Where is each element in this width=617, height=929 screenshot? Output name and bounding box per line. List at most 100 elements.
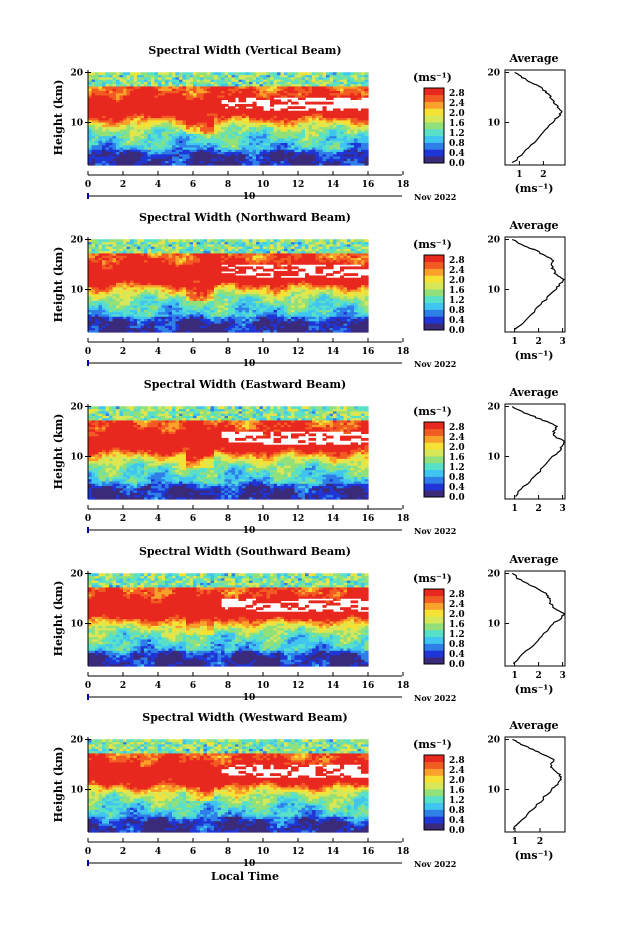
heatmap-cell	[151, 126, 156, 130]
heatmap-cell	[137, 117, 142, 121]
heatmap-cell	[235, 142, 240, 146]
heatmap-cell	[102, 239, 107, 243]
heatmap-cell	[238, 88, 243, 91]
heatmap-cell	[109, 101, 114, 105]
heatmap-cell	[179, 94, 184, 98]
heatmap-cell	[119, 88, 124, 91]
heatmap-cell	[263, 133, 268, 137]
heatmap-cell	[116, 92, 121, 96]
heatmap-cell	[294, 85, 299, 89]
heatmap-cell	[147, 119, 152, 123]
heatmap-cell	[133, 137, 138, 141]
heatmap-cell	[179, 128, 184, 132]
heatmap-cell	[130, 128, 135, 132]
heatmap-cell	[186, 137, 191, 141]
heatmap-cell	[305, 94, 310, 98]
heatmap-cell	[91, 101, 96, 105]
heatmap-cell	[95, 81, 100, 85]
heatmap-cell	[203, 81, 208, 85]
heatmap-cell	[210, 239, 215, 243]
heatmap-cell	[203, 110, 208, 114]
heatmap-cell	[231, 122, 236, 125]
heatmap-cell	[179, 88, 184, 91]
heatmap-cell	[238, 112, 243, 116]
heatmap-cell	[137, 99, 142, 103]
heatmap-cell	[200, 149, 205, 153]
heatmap-cell	[133, 142, 138, 146]
heatmap-cell	[130, 160, 135, 164]
heatmap-cell	[123, 92, 128, 96]
heatmap-cell	[210, 74, 215, 78]
heatmap-cell	[133, 122, 138, 125]
heatmap-cell	[242, 140, 247, 143]
heatmap-cell	[294, 76, 299, 80]
colorbar-tick-label: 2.0	[449, 109, 465, 119]
heatmap-cell	[95, 158, 100, 162]
heatmap-cell	[308, 90, 313, 94]
heatmap-cell	[298, 122, 303, 125]
heatmap-cell	[200, 133, 205, 137]
heatmap-cell	[102, 76, 107, 80]
heatmap-cell	[231, 155, 236, 159]
heatmap-cell	[165, 239, 170, 243]
heatmap-cell	[207, 119, 212, 123]
heatmap-cell	[161, 142, 166, 146]
heatmap-cell	[189, 158, 194, 162]
heatmap-cell	[238, 135, 243, 139]
heatmap-cell	[203, 122, 208, 125]
heatmap-cell	[172, 92, 177, 96]
heatmap-cell	[252, 103, 257, 107]
heatmap-cell	[91, 146, 96, 150]
heatmap-cell	[154, 88, 159, 91]
heatmap-cell	[270, 133, 275, 137]
heatmap-cell	[105, 140, 110, 143]
heatmap-cell	[140, 72, 145, 76]
heatmap-cell	[210, 155, 215, 159]
heatmap-cell	[140, 160, 145, 164]
heatmap-cell	[137, 122, 142, 125]
heatmap-cell	[133, 158, 138, 162]
heatmap-cell	[207, 142, 212, 146]
heatmap-cell	[112, 137, 117, 141]
heatmap-cell	[277, 81, 282, 85]
heatmap-cell	[249, 128, 254, 132]
heatmap-cell	[224, 81, 229, 85]
heatmap-cell	[158, 126, 163, 130]
heatmap-cell	[231, 133, 236, 137]
heatmap-cell	[221, 137, 226, 141]
heatmap-cell	[137, 119, 142, 123]
heatmap-cell	[130, 79, 135, 82]
heatmap-cell	[116, 144, 121, 148]
heatmap-cell	[214, 128, 219, 132]
heatmap-cell	[245, 126, 250, 130]
heatmap-cell	[144, 162, 149, 166]
heatmap-cell	[165, 97, 170, 100]
heatmap-cell	[196, 124, 201, 128]
heatmap-cell	[105, 103, 110, 107]
heatmap-cell	[200, 140, 205, 143]
heatmap-cell	[175, 101, 180, 105]
heatmap-cell	[270, 72, 275, 76]
heatmap-cell	[144, 101, 149, 105]
heatmap-cell	[242, 153, 247, 157]
heatmap-cell	[154, 128, 159, 132]
heatmap-cell	[175, 76, 180, 80]
heatmap-cell	[151, 88, 156, 91]
heatmap-cell	[196, 140, 201, 143]
heatmap-cell	[273, 85, 278, 89]
heatmap-cell	[105, 76, 110, 80]
heatmap-cell	[151, 108, 156, 112]
heatmap-cell	[298, 94, 303, 98]
heatmap-cell	[221, 142, 226, 146]
heatmap-cell	[277, 135, 282, 139]
heatmap-cell	[144, 81, 149, 85]
heatmap-cell	[147, 90, 152, 94]
heatmap-cell	[252, 106, 257, 110]
heatmap-cell	[147, 74, 152, 78]
heatmap-cell	[203, 106, 208, 110]
heatmap-cell	[214, 153, 219, 157]
heatmap-cell	[291, 126, 296, 130]
heatmap-cell	[88, 79, 93, 82]
heatmap-cell	[238, 92, 243, 96]
heatmap-cell	[214, 158, 219, 162]
